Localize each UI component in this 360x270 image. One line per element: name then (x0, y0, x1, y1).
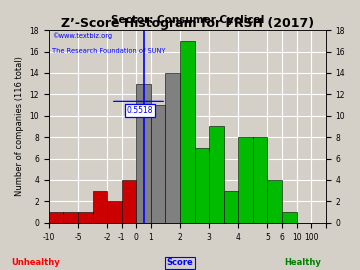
Bar (78, 212, 93, 223)
Bar (282, 212, 297, 223)
Text: Score: Score (167, 258, 193, 267)
Bar (194, 148, 209, 223)
Bar (224, 191, 238, 223)
Bar (180, 41, 194, 223)
Text: 0.5518: 0.5518 (127, 106, 153, 115)
Bar (151, 105, 166, 223)
Text: Unhealthy: Unhealthy (12, 258, 60, 267)
Bar (107, 201, 122, 223)
Bar (209, 126, 224, 223)
Bar (93, 191, 107, 223)
Bar (136, 84, 151, 223)
Text: Healthy: Healthy (284, 258, 321, 267)
Bar (253, 137, 267, 223)
Bar (166, 73, 180, 223)
Bar (238, 137, 253, 223)
Bar (122, 180, 136, 223)
Title: Z’-Score Histogram for FRSH (2017): Z’-Score Histogram for FRSH (2017) (61, 17, 314, 30)
Text: ©www.textbiz.org: ©www.textbiz.org (52, 32, 112, 39)
Bar (49, 212, 63, 223)
Text: The Research Foundation of SUNY: The Research Foundation of SUNY (52, 48, 165, 53)
Y-axis label: Number of companies (116 total): Number of companies (116 total) (15, 56, 24, 197)
Bar (63, 212, 78, 223)
Bar (267, 180, 282, 223)
Text: Sector: Consumer Cyclical: Sector: Consumer Cyclical (111, 15, 264, 25)
